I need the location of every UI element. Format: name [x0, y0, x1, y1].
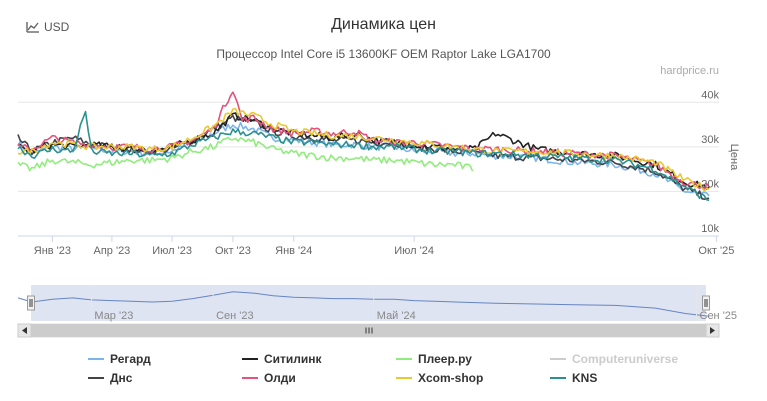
legend-label: Олди — [264, 371, 296, 385]
grid-lines — [18, 101, 719, 237]
legend-swatch — [396, 377, 412, 379]
navigator-ticks: Мар '23 Сен '23 Май '24 Сен '25 — [90, 285, 738, 322]
legend-label: Плеер.ру — [418, 352, 472, 366]
legend-swatch — [242, 377, 258, 379]
legend-label: Регард — [110, 352, 151, 366]
y-tick-label: 40k — [701, 89, 719, 101]
credit-link[interactable]: hardprice.ru — [660, 65, 719, 77]
scrollbar[interactable] — [17, 323, 720, 338]
chart-subtitle: Процессор Intel Core i5 13600KF OEM Rapt… — [216, 47, 551, 61]
legend-label: Computeruniverse — [572, 352, 679, 366]
legend-swatch — [550, 358, 566, 360]
x-tick-label: Янв '24 — [275, 245, 312, 257]
x-tick-label: Апр '23 — [94, 245, 131, 257]
currency-label: USD — [44, 20, 70, 34]
scroll-left-button[interactable] — [17, 323, 32, 338]
legend-item[interactable]: Computeruniverse — [550, 352, 678, 366]
navigator-selection[interactable] — [31, 285, 706, 321]
chart-title: Динамика цен — [331, 16, 436, 33]
legend-swatch — [396, 358, 412, 360]
navigator[interactable]: Мар '23 Сен '23 Май '24 Сен '25 — [17, 285, 738, 322]
series-line-5 — [17, 107, 710, 192]
legend-item[interactable]: Регард — [88, 352, 151, 366]
legend-item[interactable]: KNS — [550, 371, 597, 385]
series-line-4 — [17, 136, 474, 172]
legend-swatch — [242, 358, 258, 360]
legend-item[interactable]: Плеер.ру — [396, 352, 472, 366]
y-axis: 10k 20k 30k 40k — [701, 89, 719, 235]
y-axis-title: Цена — [728, 144, 740, 171]
y-tick-label: 10k — [701, 223, 719, 235]
legend-item[interactable]: Ситилинк — [242, 352, 322, 366]
price-chart[interactable]: 10k 20k 30k 40k Янв '23 Апр '23 Июл '23 Окт '2… — [0, 0, 767, 350]
x-tick-label: Янв '23 — [34, 245, 71, 257]
legend-item[interactable]: Xcom-shop — [396, 371, 483, 385]
legend-label: Ситилинк — [264, 352, 322, 366]
legend-item[interactable]: Олди — [242, 371, 296, 385]
navigator-tick-label: Сен '25 — [700, 310, 738, 322]
x-tick-label: Июл '24 — [394, 245, 434, 257]
series-lines — [17, 91, 710, 202]
y-tick-label: 20k — [701, 178, 719, 190]
legend-swatch — [88, 377, 104, 379]
navigator-tick-label: Сен '23 — [216, 310, 254, 322]
x-axis: Янв '23 Апр '23 Июл '23 Окт '23 Янв '24 Июл '… — [18, 235, 734, 257]
x-tick-label: Окт '25 — [698, 245, 734, 257]
legend-swatch — [550, 377, 566, 379]
series-line-7 — [17, 110, 710, 202]
navigator-handle-left[interactable] — [27, 295, 35, 311]
scroll-right-button[interactable] — [705, 323, 720, 338]
navigator-handle-right[interactable] — [702, 295, 710, 311]
y-tick-label: 30k — [701, 134, 719, 146]
x-tick-label: Июл '23 — [152, 245, 192, 257]
legend-item[interactable]: Днс — [88, 371, 132, 385]
x-tick-label: Окт '23 — [215, 245, 251, 257]
navigator-series — [17, 291, 710, 317]
legend-swatch — [88, 358, 104, 360]
line-chart-icon — [26, 22, 39, 33]
currency-toggle[interactable]: USD — [26, 20, 69, 34]
navigator-tick-label: Мар '23 — [94, 310, 133, 322]
legend-label: Xcom-shop — [418, 371, 484, 385]
legend-label: Днс — [110, 371, 133, 385]
navigator-tick-label: Май '24 — [377, 310, 416, 322]
legend-label: KNS — [572, 371, 598, 385]
